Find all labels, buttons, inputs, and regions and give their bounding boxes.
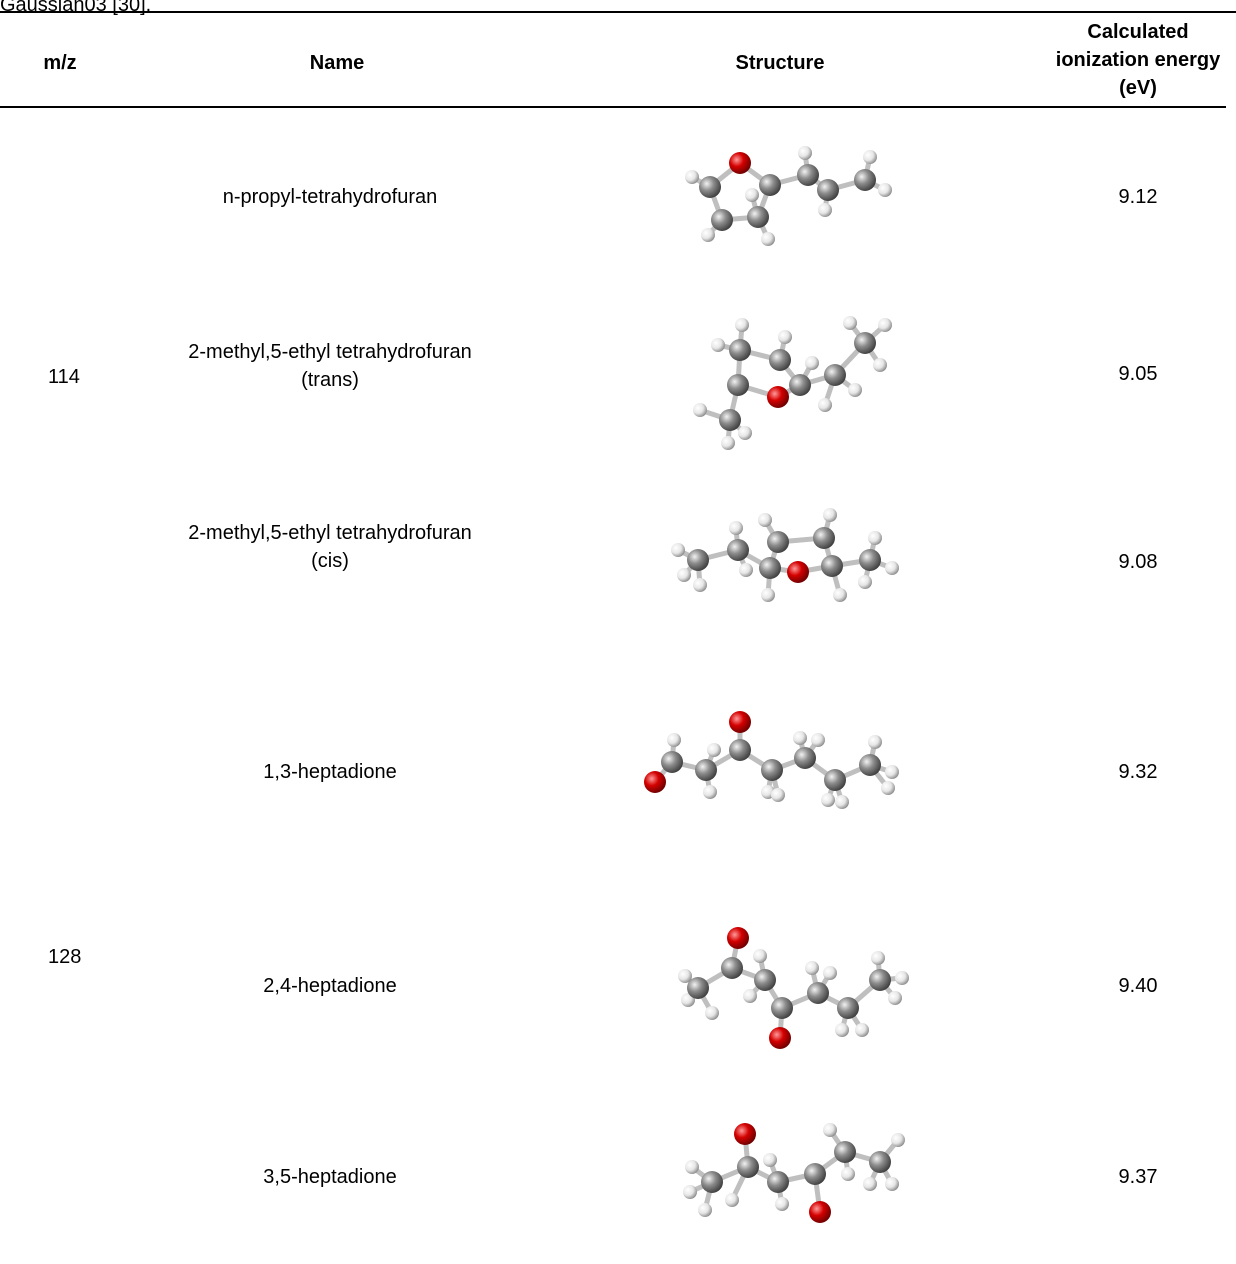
- group-mz-114: 114: [48, 366, 80, 388]
- header-name: Name: [309, 52, 365, 74]
- table-caption: Gaussian03 [30].: [0, 0, 152, 16]
- compound-name: 1,3-heptadione: [263, 761, 397, 783]
- header-ie-line3: (eV): [1119, 77, 1157, 99]
- compound-name: n-propyl-tetrahydrofuran: [222, 186, 438, 208]
- ionization-energy-value: 9.08: [1118, 551, 1158, 573]
- ionization-energy-value: 9.32: [1118, 761, 1158, 783]
- molecule-structure-image: [683, 1123, 905, 1223]
- molecule-structure-image: [671, 508, 899, 602]
- ionization-energy-value: 9.05: [1118, 363, 1158, 385]
- group-mz-128: 128: [48, 946, 82, 968]
- header-mz: m/z: [43, 52, 77, 74]
- molecule-structure-image: [678, 927, 909, 1049]
- compound-name: 3,5-heptadione: [263, 1166, 397, 1188]
- ionization-energy-value: 9.37: [1118, 1166, 1158, 1188]
- ionization-energy-value: 9.40: [1118, 975, 1158, 997]
- compound-name: 2,4-heptadione: [263, 975, 397, 997]
- header-ionization-energy: Calculated ionization energy (eV): [1040, 18, 1236, 102]
- molecule-structure-image: [685, 146, 892, 246]
- molecule-structure-image: [644, 711, 899, 809]
- header-ie-line1: Calculated: [1087, 21, 1189, 43]
- header-structure: Structure: [735, 52, 825, 74]
- ionization-energy-value: 9.12: [1118, 186, 1158, 208]
- header-ie-line2: ionization energy: [1055, 49, 1221, 71]
- top-rule: [0, 11, 1236, 13]
- molecule-structure-image: [693, 316, 892, 450]
- compound-name: 2-methyl,5-ethyl tetrahydrofuran (cis): [188, 522, 472, 572]
- compound-name: 2-methyl,5-ethyl tetrahydrofuran (trans): [188, 341, 472, 391]
- header-rule: [0, 106, 1226, 108]
